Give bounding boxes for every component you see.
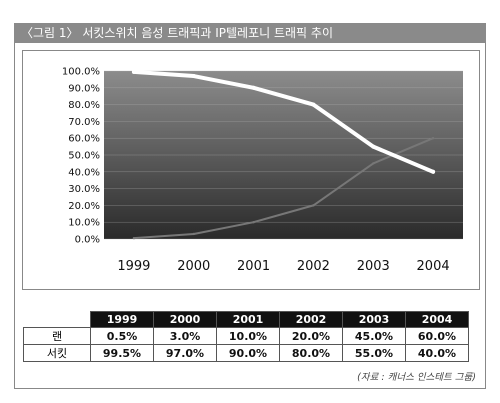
data-point [312, 204, 315, 207]
data-point [431, 137, 435, 140]
table-header-cell: 2003 [342, 311, 406, 328]
data-table: 1999 2000 2001 2002 2003 2004 랜 0.5% 3.0… [23, 311, 469, 362]
figure-frame [14, 43, 486, 389]
y-tick-label: 100.0% [62, 67, 100, 78]
y-tick-label: 10.0% [68, 218, 100, 229]
table-header-cell: 2004 [405, 311, 469, 328]
data-point [192, 232, 195, 236]
data-point [311, 102, 316, 107]
series-line-lan [132, 137, 435, 240]
data-point [191, 74, 196, 79]
table-row: 랜 0.5% 3.0% 10.0% 20.0% 45.0% 60.0% [23, 327, 469, 345]
data-point [252, 221, 255, 224]
table-cell: 20.0% [279, 327, 343, 345]
figure-title: 〈그림 1〉 서킷스위치 음성 트래픽과 IP텔레포니 트래픽 추이 [14, 23, 486, 43]
x-tick-label: 2000 [177, 259, 210, 274]
table-cell: 40.0% [405, 344, 469, 362]
chart-container: 0.0% 10.0% 20.0% 30.0% 40.0% 50.0% 60.0% 70.0% 8… [22, 50, 480, 290]
table-cell: 3.0% [153, 327, 217, 345]
y-tick-label: 30.0% [68, 184, 100, 195]
series-line-circuit [131, 69, 436, 174]
table-corner [23, 311, 91, 328]
table-header-cell: 2002 [279, 311, 343, 328]
table-cell: 90.0% [216, 344, 280, 362]
y-tick-label: 60.0% [68, 134, 100, 145]
data-point [132, 236, 136, 240]
data-point [131, 69, 136, 74]
table-row: 서킷 99.5% 97.0% 90.0% 80.0% 55.0% 40.0% [23, 344, 469, 362]
y-tick-label: 40.0% [68, 167, 100, 178]
x-tick-label: 2002 [297, 259, 330, 274]
table-header-cell: 2000 [153, 311, 217, 328]
y-tick-label: 70.0% [68, 117, 100, 128]
table-cell: 55.0% [342, 344, 406, 362]
data-point [372, 162, 375, 165]
row-label: 랜 [23, 327, 91, 345]
table-header-row: 1999 2000 2001 2002 2003 2004 [23, 311, 469, 328]
table-cell: 97.0% [153, 344, 217, 362]
y-tick-label: 50.0% [68, 151, 100, 162]
table-cell: 0.5% [90, 327, 154, 345]
data-point [371, 144, 376, 149]
table-header-cell: 2001 [216, 311, 280, 328]
data-point [431, 169, 436, 174]
y-tick-label: 90.0% [68, 83, 100, 94]
table-header-cell: 1999 [90, 311, 154, 328]
source-note: (자료 : 캐너스 인스테트 그룹) [357, 372, 476, 383]
data-point [251, 85, 256, 90]
table-cell: 45.0% [342, 327, 406, 345]
line-chart: 0.0% 10.0% 20.0% 30.0% 40.0% 50.0% 60.0% 70.0% 8… [62, 67, 463, 274]
row-label: 서킷 [23, 344, 91, 362]
table-cell: 80.0% [279, 344, 343, 362]
y-tick-label: 20.0% [68, 201, 100, 212]
table-cell: 99.5% [90, 344, 154, 362]
x-tick-label: 2003 [357, 259, 390, 274]
y-tick-label: 0.0% [75, 235, 100, 246]
y-tick-label: 80.0% [68, 100, 100, 111]
x-tick-label: 2004 [417, 259, 450, 274]
table-cell: 10.0% [216, 327, 280, 345]
x-tick-label: 1999 [117, 259, 150, 274]
x-tick-label: 2001 [237, 259, 270, 274]
table-cell: 60.0% [405, 327, 469, 345]
